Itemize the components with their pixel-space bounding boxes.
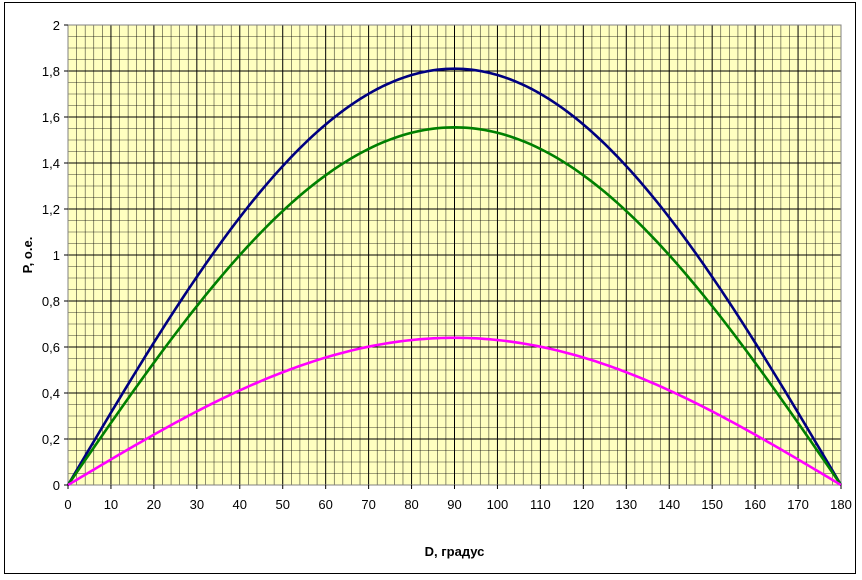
x-tick-label: 60: [318, 497, 332, 512]
y-tick-label: 1,6: [42, 110, 60, 125]
x-tick-label: 80: [404, 497, 418, 512]
series-line-2: [66, 126, 843, 486]
y-tick-labels: 0 0,2 0,4 0,6 0,8 1 1,2 1,4 1,6 1,8 2: [42, 18, 68, 493]
series-line-1: [66, 67, 843, 486]
x-tick-label: 140: [658, 497, 680, 512]
y-tick-label: 0,4: [42, 386, 60, 401]
y-axis-title: P, о.е.: [20, 237, 35, 274]
x-tick-label: 160: [744, 497, 766, 512]
x-tick-label: 30: [190, 497, 204, 512]
x-tick-label: 120: [572, 497, 594, 512]
x-axis-title: D, градус: [425, 544, 485, 559]
x-tick-label: 180: [830, 497, 852, 512]
x-tick-label: 170: [787, 497, 809, 512]
y-tick-label: 0: [53, 478, 60, 493]
y-tick-label: 1,8: [42, 64, 60, 79]
x-tick-label: 110: [530, 497, 551, 512]
major-gridlines: [68, 25, 841, 485]
x-tick-labels: 0 10 20 30 40 50 60 70 80 90 100 110 120 130 140 150 160…: [64, 485, 852, 512]
x-tick-label: 20: [147, 497, 161, 512]
x-tick-label: 0: [64, 497, 71, 512]
y-tick-label: 1,2: [42, 202, 60, 217]
y-tick-label: 1: [53, 248, 60, 263]
y-tick-label: 0,6: [42, 340, 60, 355]
y-tick-label: 0,2: [42, 432, 60, 447]
x-tick-label: 70: [361, 497, 375, 512]
x-tick-label: 10: [104, 497, 118, 512]
x-tick-label: 100: [487, 497, 509, 512]
y-tick-label: 0,8: [42, 294, 60, 309]
x-tick-label: 40: [233, 497, 247, 512]
y-tick-label: 2: [53, 18, 60, 33]
x-tick-label: 90: [447, 497, 461, 512]
y-tick-label: 1,4: [42, 156, 60, 171]
x-tick-label: 150: [701, 497, 723, 512]
series-layer: [66, 67, 843, 487]
x-tick-label: 130: [615, 497, 637, 512]
x-tick-label: 50: [275, 497, 289, 512]
series-line-3: [67, 336, 842, 487]
